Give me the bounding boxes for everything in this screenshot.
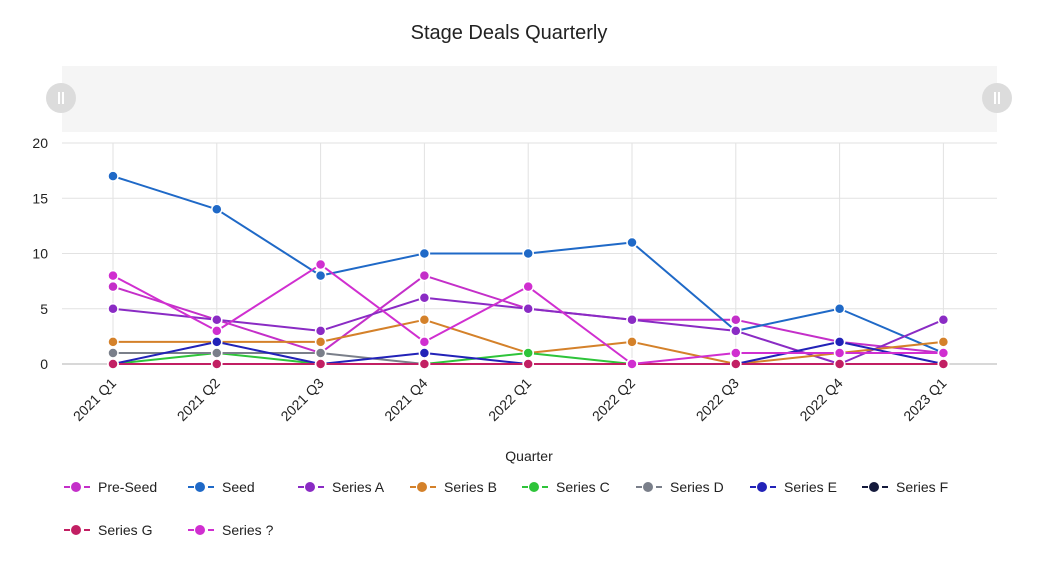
legend-marker-icon: [296, 480, 326, 494]
legend-label: Series B: [444, 479, 497, 495]
chart-title: Stage Deals Quarterly: [410, 22, 608, 44]
x-tick-label: 2021 Q3: [277, 375, 326, 424]
legend-label: Series A: [332, 479, 385, 495]
data-point: [211, 314, 223, 326]
x-tick-label: 2023 Q1: [900, 375, 949, 424]
legend-label: Series G: [98, 522, 153, 538]
legend-label: Series E: [784, 479, 837, 495]
data-point: [626, 358, 638, 370]
legend-item[interactable]: Series A: [296, 472, 384, 502]
legend-label: Series F: [896, 479, 949, 495]
data-point: [833, 347, 846, 359]
legend-label: Seed: [222, 479, 255, 495]
data-point: [937, 336, 950, 348]
x-tick-label: 2021 Q1: [70, 375, 119, 424]
data-point: [107, 280, 119, 293]
data-point: [107, 269, 119, 282]
data-point: [107, 303, 119, 315]
legend-marker-icon: [634, 480, 664, 494]
data-point: [626, 236, 638, 249]
data-point: [314, 258, 327, 271]
data-point: [833, 303, 846, 315]
data-point: [418, 358, 431, 370]
x-tick-label: 2021 Q4: [381, 375, 430, 424]
data-point: [314, 269, 327, 282]
legend-item[interactable]: Series E: [748, 472, 837, 502]
legend-marker-icon: [62, 480, 92, 494]
data-point: [418, 247, 431, 260]
data-point: [314, 336, 327, 348]
data-point: [107, 358, 119, 370]
legend-label: Series C: [556, 479, 610, 495]
data-point: [522, 303, 534, 315]
legend-item[interactable]: Series C: [520, 472, 610, 502]
legend-marker-icon: [860, 480, 890, 494]
data-point: [730, 347, 742, 359]
x-tick-label: 2021 Q2: [174, 375, 223, 424]
y-tick-label: 5: [40, 301, 48, 317]
legend-label: Pre-Seed: [98, 479, 158, 495]
legend-item[interactable]: Pre-Seed: [62, 472, 157, 502]
data-point: [937, 314, 950, 326]
navigator-right-handle[interactable]: [982, 83, 1012, 113]
legend-item[interactable]: Series B: [408, 472, 497, 502]
y-tick-label: 0: [40, 356, 48, 372]
y-tick-label: 10: [32, 246, 48, 262]
legend-label: Series ?: [222, 522, 274, 538]
data-point: [522, 247, 534, 260]
data-point: [937, 347, 950, 359]
data-point: [626, 336, 638, 348]
data-point: [522, 347, 534, 359]
data-point: [418, 347, 431, 359]
data-point: [730, 314, 742, 326]
data-point: [522, 280, 534, 293]
x-tick-label: 2022 Q1: [485, 375, 534, 424]
data-point: [730, 325, 742, 337]
data-point: [314, 358, 327, 370]
range-navigator[interactable]: [62, 66, 997, 132]
data-point: [211, 203, 223, 216]
legend-item[interactable]: Series D: [634, 472, 724, 502]
data-point: [626, 314, 638, 326]
data-point: [211, 358, 223, 370]
navigator-left-handle[interactable]: [46, 83, 76, 113]
y-tick-label: 20: [32, 135, 48, 151]
data-point: [107, 336, 119, 348]
x-tick-label: 2022 Q2: [589, 375, 638, 424]
data-point: [314, 325, 327, 337]
data-point: [211, 336, 223, 348]
x-tick-label: 2022 Q4: [796, 375, 845, 424]
x-tick-label: 2022 Q3: [693, 375, 742, 424]
x-axis-title: Quarter: [505, 448, 553, 464]
legend-marker-icon: [186, 480, 216, 494]
legend-marker-icon: [520, 480, 550, 494]
data-point: [418, 269, 431, 282]
legend-marker-icon: [748, 480, 778, 494]
data-point: [107, 347, 119, 359]
data-point: [418, 291, 431, 304]
data-point: [314, 347, 327, 359]
legend-item[interactable]: Series G: [62, 515, 152, 545]
y-tick-label: 15: [32, 190, 48, 206]
chart-plot: 0 5 10 15 20 2021 Q1 2021 Q2 2021 Q3 2021 Q4 2022…: [32, 135, 997, 464]
legend-marker-icon: [186, 523, 216, 537]
data-point: [418, 336, 431, 348]
data-point: [937, 358, 950, 370]
legend-item[interactable]: Seed: [186, 472, 255, 502]
legend-label: Series D: [670, 479, 724, 495]
legend-marker-icon: [62, 523, 92, 537]
data-point: [211, 325, 223, 337]
legend-item[interactable]: Series F: [860, 472, 948, 502]
data-point: [833, 358, 846, 370]
data-point: [833, 336, 846, 348]
data-point: [522, 358, 534, 370]
data-point: [418, 314, 431, 326]
data-point: [211, 347, 223, 359]
data-point: [730, 358, 742, 370]
legend-marker-icon: [408, 480, 438, 494]
data-point: [107, 170, 119, 182]
legend-item[interactable]: Series ?: [186, 515, 273, 545]
